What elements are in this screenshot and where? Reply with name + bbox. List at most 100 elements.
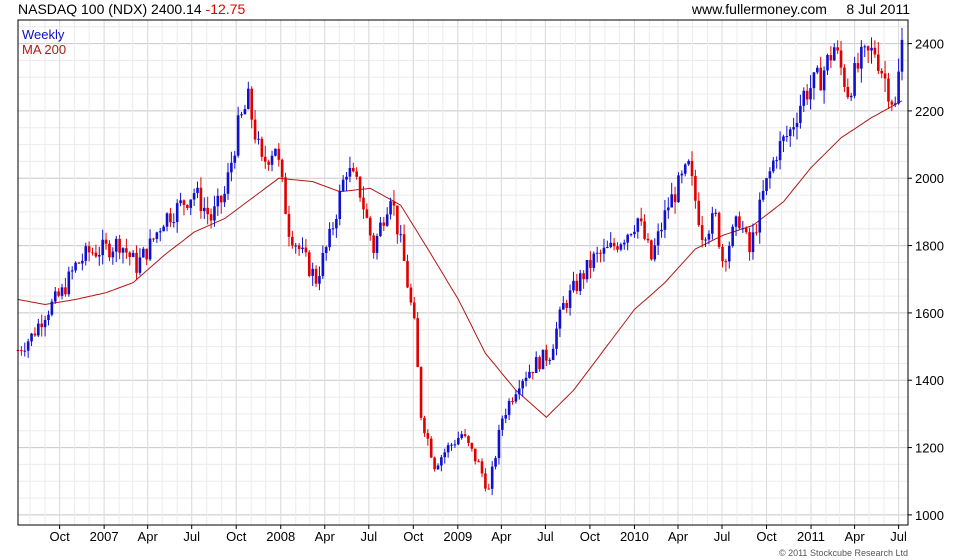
candle-body [396,205,399,235]
candle-body [70,270,74,272]
candle-down [209,208,213,229]
candle-body [660,229,663,232]
candle-up [490,461,494,496]
candle-body [849,95,853,98]
candle-body [382,222,386,226]
candle-up [666,197,670,219]
candle-body [572,280,575,291]
candle-down [145,248,149,266]
candle-down [717,211,721,249]
candle-up [585,259,589,283]
candle-up [81,253,84,271]
candle-up [602,238,606,262]
candle-body [196,187,199,194]
candle-body [890,101,894,105]
candle-body [480,461,484,474]
candle-body [355,171,358,177]
candle-body [487,488,491,490]
candle-down [433,456,436,472]
candle-body [321,253,325,277]
candle-body [287,213,291,237]
candle-body [148,238,152,260]
candle-body [782,136,785,142]
candle-body [531,371,535,373]
candle-body [832,47,836,61]
candle-up [731,224,734,248]
candle-body [348,168,352,177]
candle-body [389,201,392,215]
candle-down [352,162,355,173]
candle-up [785,125,789,142]
candle-down [484,468,487,492]
candle-body [629,234,633,236]
candle-body [467,436,470,443]
candle-down [467,435,470,447]
candle-up [230,151,233,182]
candle-body [426,433,430,439]
candle-up [555,321,558,356]
candle-up [121,247,125,264]
candle-body [247,88,250,110]
candle-body [406,260,409,288]
candle-body [341,179,345,191]
candle-up [335,214,338,238]
candle-down [866,45,870,64]
candle-down [839,40,843,76]
candle-body [795,122,799,128]
candle-up [301,237,304,254]
candle-body [26,341,30,351]
candle-body [429,438,433,458]
candle-up [155,231,159,243]
candle-up [70,266,74,280]
candle-down [104,232,108,250]
candle-body [135,252,138,273]
candle-up [653,238,657,262]
candle-body [402,234,406,261]
candle-down [94,244,98,258]
candle-body [528,371,531,378]
candle-up [348,156,352,183]
candle-up [436,463,440,470]
candle-up [788,127,792,147]
grid [18,20,908,525]
candle-body [399,234,403,236]
candle-down [362,186,365,219]
candle-up [385,207,389,227]
candle-body [114,238,118,252]
x-tick-label: Apr [491,529,512,544]
candle-down [819,56,823,91]
candle-up [321,245,325,280]
candle-down [694,169,697,209]
candle-up [101,229,104,265]
candle-down [646,233,650,243]
candle-body [656,231,660,246]
candle-down [744,226,748,235]
candle-up [711,206,714,240]
candle-up [443,448,447,464]
x-tick-label: Jul [183,529,200,544]
candle-body [318,276,321,284]
candle-body [616,246,619,250]
candle-body [514,394,518,402]
candle-body [755,232,758,234]
candle-body [744,228,748,233]
candle-down [419,366,423,421]
candle-up [192,188,196,206]
candle-body [778,141,782,161]
candle-up [677,172,680,203]
candle-body [585,259,589,280]
candle-body [43,320,47,328]
candle-body [328,228,331,248]
candle-body [40,323,44,328]
candle-up [338,184,342,226]
y-tick-label: 2200 [915,104,944,119]
candle-body [358,176,362,198]
candle-down [355,167,358,180]
x-tick-label: Oct [49,529,70,544]
candle-body [250,88,254,120]
candle-up [247,81,250,110]
candle-body [653,245,657,260]
price-change: -12.75 [205,1,246,17]
candle-down [169,207,172,228]
candle-body [375,235,379,253]
